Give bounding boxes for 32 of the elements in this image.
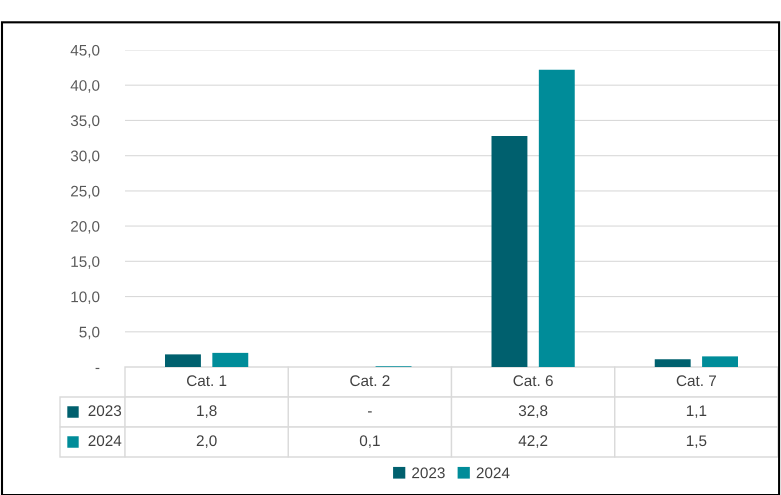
y-tick-label: 25,0 xyxy=(71,186,100,198)
x-tick-label: Cat. 2 xyxy=(350,375,390,386)
bar xyxy=(212,352,248,367)
y-tick-label: 40,0 xyxy=(70,80,100,93)
data-label: 0,1 xyxy=(360,435,380,448)
y-tick-label: 20,0 xyxy=(71,220,100,234)
bar xyxy=(654,359,691,367)
x-tick-label: Cat. 6 xyxy=(514,375,553,386)
y-tick-label: 30,0 xyxy=(70,150,100,164)
data-label: 1,5 xyxy=(686,435,706,448)
bar xyxy=(491,136,528,367)
x-tick-label: Cat. 7 xyxy=(676,375,716,386)
bar xyxy=(702,356,738,367)
y-tick-label: 5,0 xyxy=(79,326,100,340)
text: 2024 xyxy=(88,435,122,446)
text: 2023 xyxy=(412,467,445,478)
legend-label: 2024 xyxy=(476,467,510,478)
legend-label: 2023 xyxy=(88,405,122,416)
x-tick-label: Cat. 1 xyxy=(187,375,226,386)
y-tick-label: 35,0 xyxy=(70,115,100,128)
bar xyxy=(538,70,575,367)
y-tick-label: 15,0 xyxy=(71,256,100,269)
data-label: 42,2 xyxy=(518,435,548,448)
text: - xyxy=(368,411,372,412)
bar xyxy=(164,354,201,367)
data-label: 1,8 xyxy=(197,405,217,418)
data-label: 1,1 xyxy=(686,405,706,418)
data-label: 2,0 xyxy=(196,435,217,448)
data-label: 32,8 xyxy=(518,405,548,418)
y-tick-label: - xyxy=(96,368,100,370)
y-tick-label: 45,0 xyxy=(70,44,100,58)
y-tick-label: 10,0 xyxy=(71,291,100,304)
